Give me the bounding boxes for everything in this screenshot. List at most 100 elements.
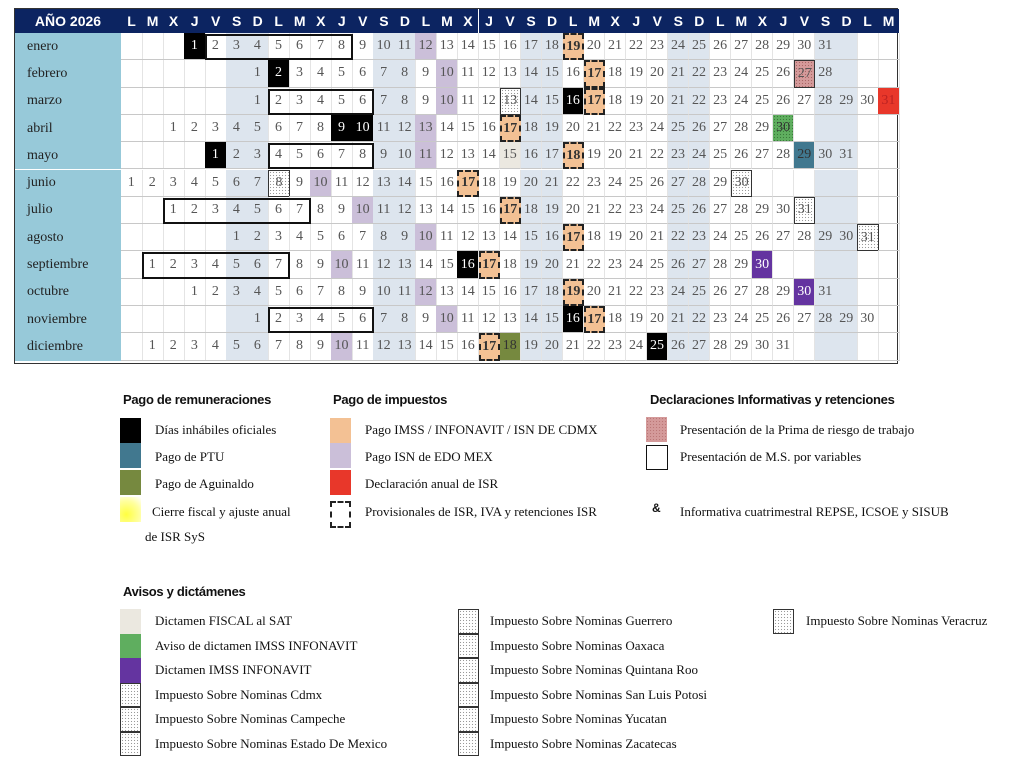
day-cell: 4 <box>247 33 269 61</box>
day-cell <box>163 224 185 252</box>
weekday-header: M <box>583 9 605 33</box>
day-cell: 12 <box>478 60 501 88</box>
day-cell: 24 <box>730 306 753 334</box>
day-cell: 23 <box>709 87 732 115</box>
day-cell: 21 <box>625 142 648 170</box>
day-cell: 20 <box>583 278 606 306</box>
weekday-header: L <box>121 9 143 33</box>
day-cell <box>121 196 143 225</box>
swatch-icon <box>458 658 479 683</box>
weekday-header: M <box>289 9 311 33</box>
weekday-header: X <box>310 9 332 33</box>
day-cell <box>814 114 837 143</box>
day-cell: 19 <box>604 224 627 252</box>
weekday-header: J <box>772 9 794 33</box>
day-cell <box>163 306 185 334</box>
day-cell-state: 30 <box>730 169 753 197</box>
day-cell-isn: 10 <box>331 251 353 279</box>
day-cell <box>878 33 900 61</box>
day-cell: 11 <box>394 278 416 306</box>
day-cell: 6 <box>226 169 248 197</box>
weekday-header: X <box>604 9 626 33</box>
swatch-icon <box>120 633 141 658</box>
day-cell <box>857 60 879 88</box>
swatch-icon <box>120 609 141 634</box>
day-cell: 24 <box>730 87 753 115</box>
day-cell-imss: 17 <box>478 251 501 279</box>
day-cell: 11 <box>457 60 479 88</box>
day-cell: 15 <box>478 278 501 306</box>
day-cell <box>163 60 185 88</box>
day-cell: 22 <box>583 333 606 361</box>
day-cell <box>878 60 900 88</box>
day-cell <box>772 169 795 197</box>
month-label: junio <box>15 169 121 197</box>
legend-label: Pago de Aguinaldo <box>155 476 254 491</box>
day-cell: 12 <box>478 306 501 334</box>
day-cell: 23 <box>583 169 606 197</box>
day-cell <box>121 142 143 170</box>
day-cell: 11 <box>373 114 395 143</box>
legend-label: Cierre fiscal y ajuste anual <box>152 504 291 519</box>
day-cell: 21 <box>562 333 585 361</box>
day-cell: 23 <box>646 33 669 61</box>
day-cell-imss: 18 <box>562 142 585 170</box>
day-cell: 10 <box>373 278 395 306</box>
day-cell <box>121 333 143 361</box>
day-cell: 1 <box>121 169 143 197</box>
day-cell: 29 <box>772 33 795 61</box>
day-cell: 25 <box>751 306 774 334</box>
day-cell: 23 <box>604 333 627 361</box>
day-cell <box>142 60 164 88</box>
swatch-icon <box>120 658 141 683</box>
day-cell-ptu: 29 <box>793 142 816 170</box>
weekday-header: M <box>436 9 458 33</box>
day-cell: 1 <box>142 251 164 279</box>
day-cell-imss: 17 <box>499 114 522 143</box>
day-cell: 21 <box>583 114 606 143</box>
day-cell: 29 <box>814 224 837 252</box>
day-cell: 29 <box>730 333 753 361</box>
day-cell <box>121 60 143 88</box>
day-cell: 16 <box>457 333 479 361</box>
day-cell-imss: 17 <box>478 333 501 361</box>
day-cell: 30 <box>751 333 774 361</box>
day-cell: 25 <box>751 87 774 115</box>
weekday-header: L <box>562 9 584 33</box>
day-cell: 2 <box>163 251 185 279</box>
legend-label: Aviso de dictamen IMSS INFONAVIT <box>155 637 358 653</box>
day-cell: 19 <box>499 169 522 197</box>
day-cell: 20 <box>541 251 564 279</box>
weekday-header: J <box>625 9 647 33</box>
day-cell: 18 <box>604 306 627 334</box>
day-cell: 24 <box>709 224 732 252</box>
day-cell <box>121 114 143 143</box>
day-cell: 6 <box>352 60 374 88</box>
legend-label: Presentación de la Prima de riesgo de tr… <box>680 422 915 437</box>
day-cell <box>163 278 185 306</box>
day-cell: 6 <box>310 142 332 170</box>
day-cell <box>857 33 879 61</box>
day-cell: 30 <box>857 87 879 115</box>
day-cell <box>184 224 206 252</box>
day-cell: 13 <box>499 306 522 334</box>
day-cell: 14 <box>478 142 501 170</box>
day-cell: 21 <box>667 60 690 88</box>
day-cell: 8 <box>394 87 416 115</box>
day-cell: 23 <box>667 142 690 170</box>
weekday-header: M <box>142 9 164 33</box>
day-cell: 30 <box>836 224 858 252</box>
day-cell: 18 <box>520 114 543 143</box>
day-cell: 7 <box>289 196 311 225</box>
day-cell: 28 <box>730 196 753 225</box>
day-cell: 16 <box>499 33 522 61</box>
day-cell: 14 <box>436 114 458 143</box>
day-cell <box>878 224 900 252</box>
legend-label: Impuesto Sobre Nominas Oaxaca <box>490 637 665 653</box>
day-cell: 3 <box>184 333 206 361</box>
day-cell <box>121 278 143 306</box>
day-cell: 9 <box>352 278 374 306</box>
day-cell: 22 <box>646 142 669 170</box>
day-cell: 25 <box>730 224 753 252</box>
day-cell: 18 <box>541 278 564 306</box>
